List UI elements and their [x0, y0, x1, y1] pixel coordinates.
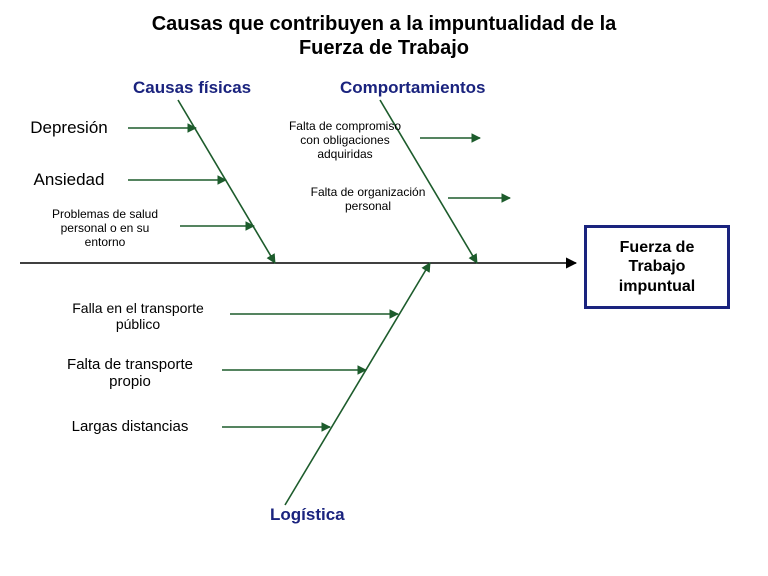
cause-logistica-2: Largas distancias: [40, 418, 220, 435]
effect-box: Fuerza deTrabajoimpuntual: [584, 225, 730, 309]
category-label-fisicas: Causas físicas: [133, 78, 251, 98]
cause-comport-1: Falta de organizaciónpersonal: [288, 186, 448, 214]
cause-logistica-0: Falla en el transportepúblico: [48, 300, 228, 332]
category-label-comport: Comportamientos: [340, 78, 485, 98]
fishbone-diagram: Causas que contribuyen a la impuntualida…: [0, 0, 768, 576]
cause-fisicas-2: Problemas de saludpersonal o en suentorn…: [30, 208, 180, 249]
cause-fisicas-0: Depresión: [14, 118, 124, 138]
cause-fisicas-1: Ansiedad: [14, 170, 124, 190]
cause-comport-0: Falta de compromisocon obligacionesadqui…: [270, 120, 420, 161]
effect-text: Fuerza deTrabajoimpuntual: [619, 238, 695, 296]
cause-logistica-1: Falta de transportepropio: [40, 356, 220, 391]
category-label-logistica: Logística: [270, 505, 345, 525]
